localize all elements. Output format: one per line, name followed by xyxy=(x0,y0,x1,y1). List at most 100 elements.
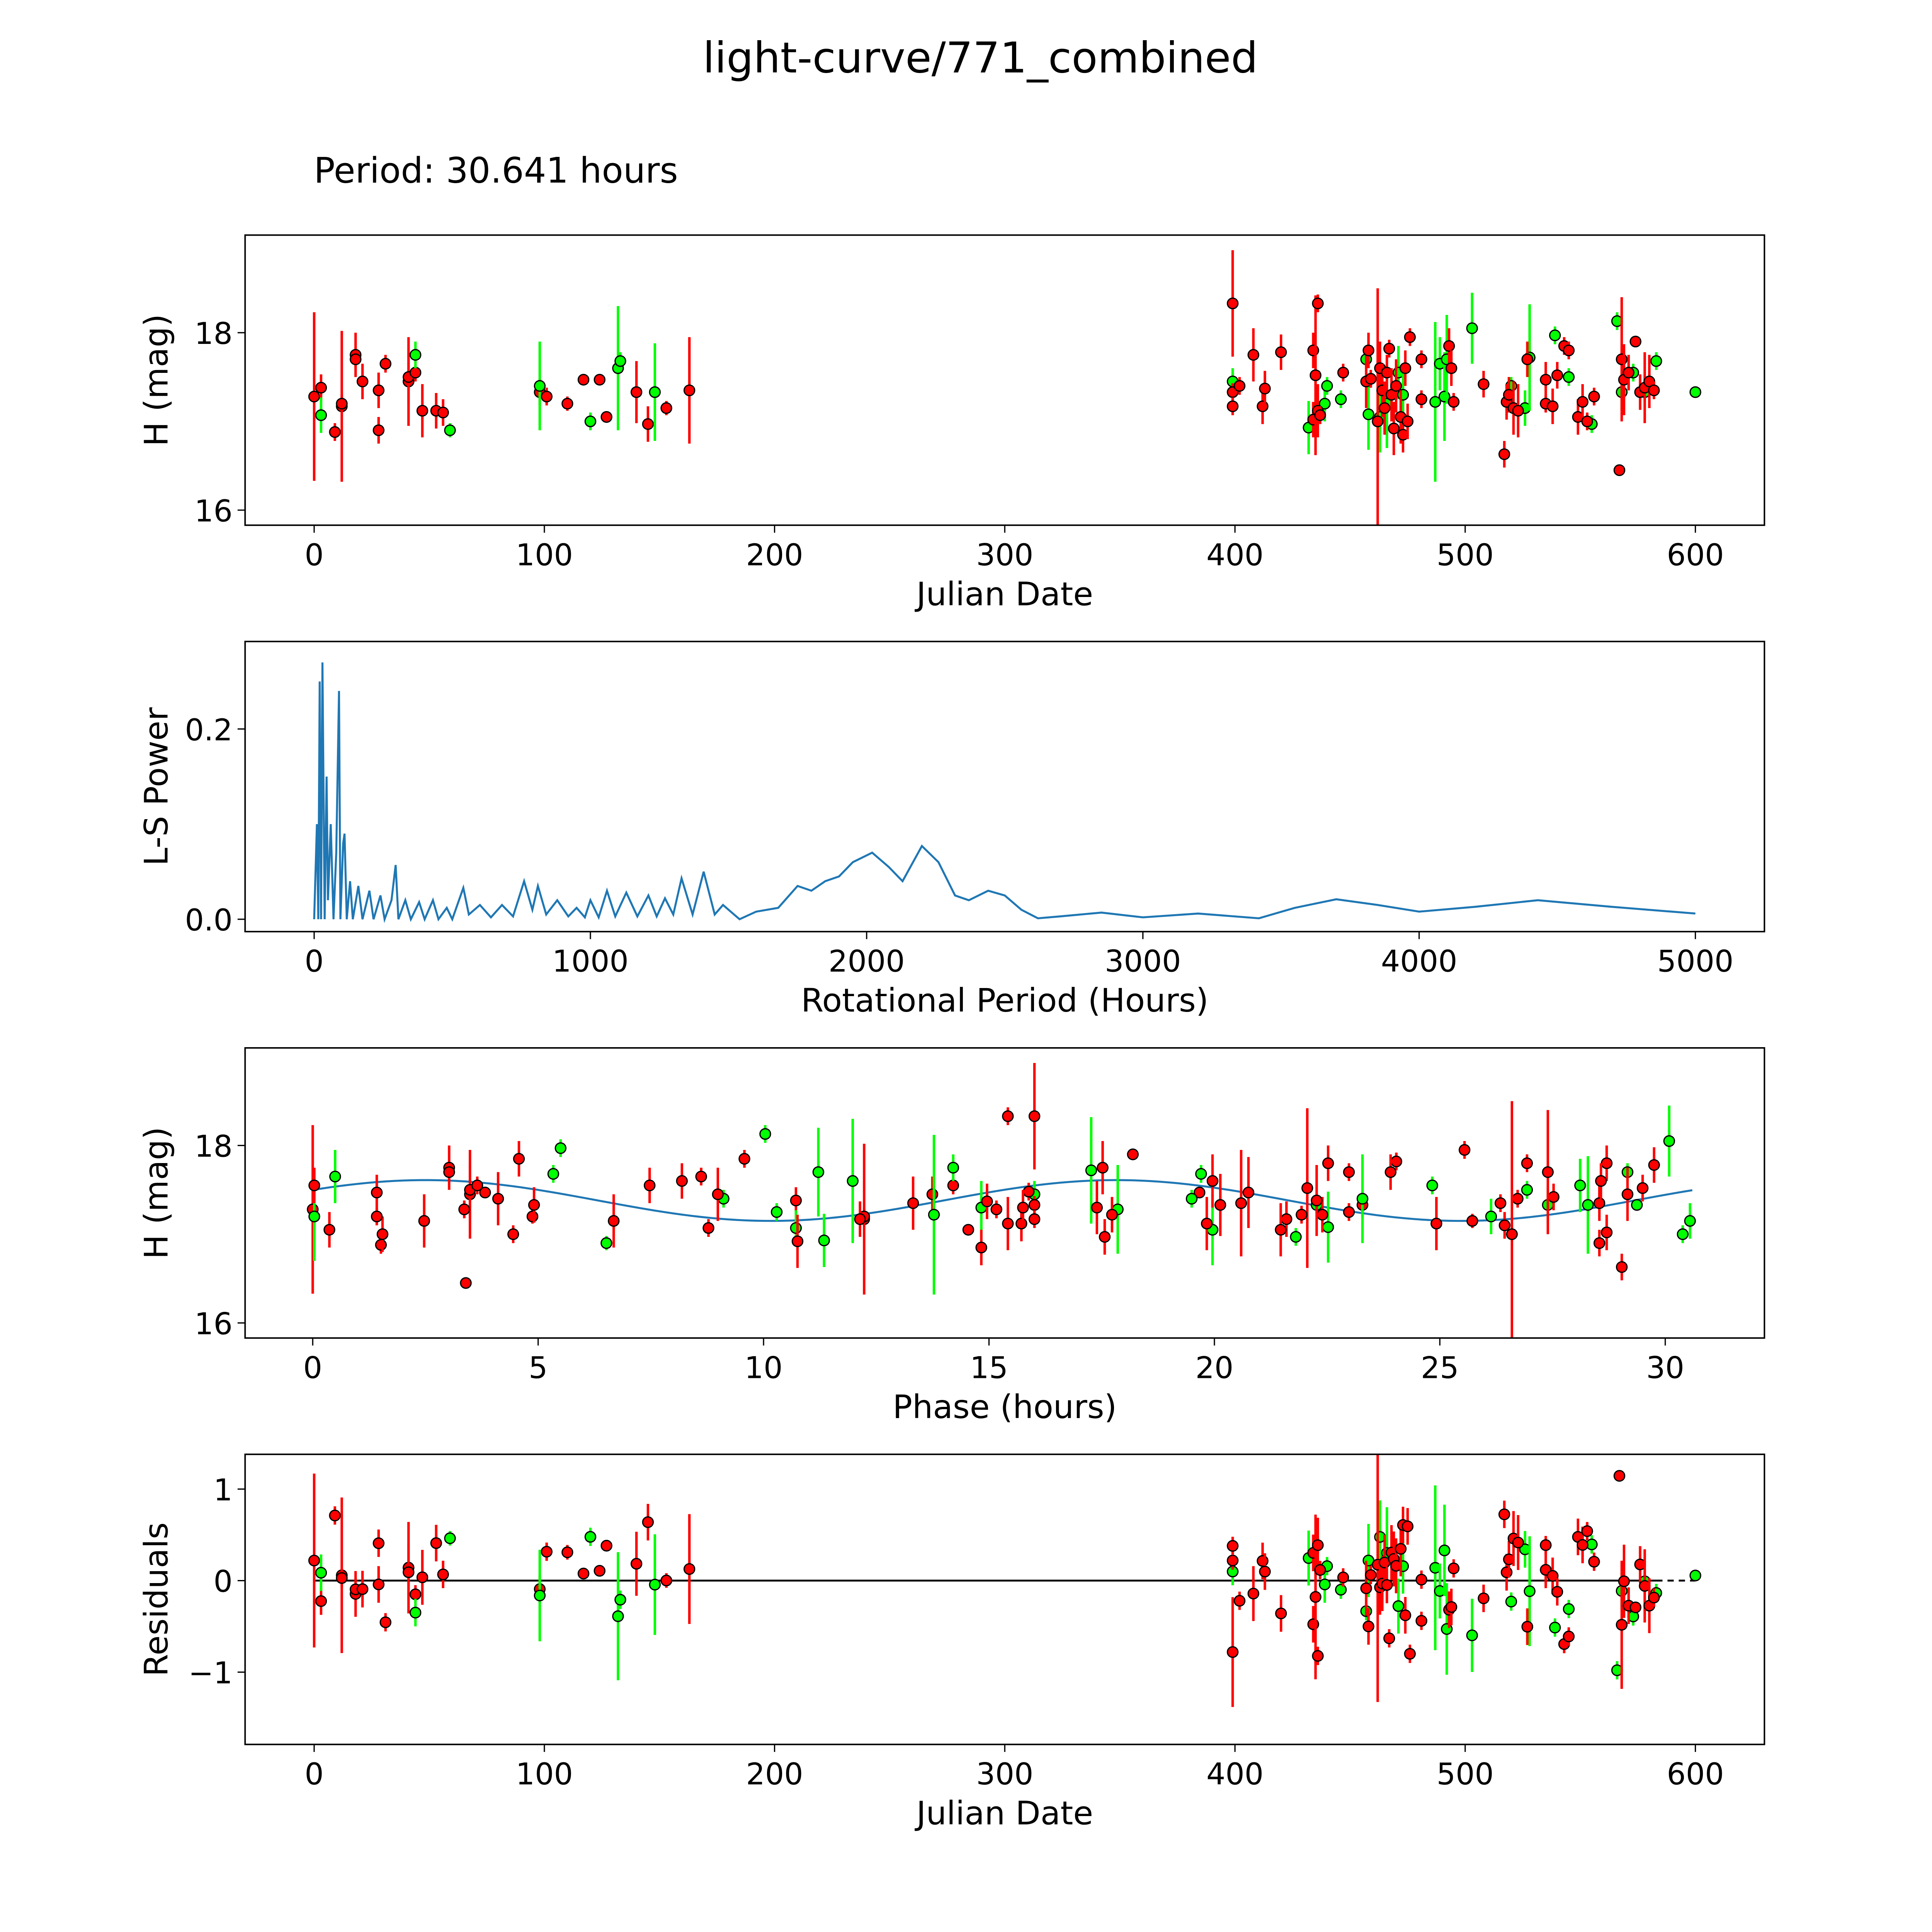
marker xyxy=(1498,1508,1510,1520)
data-point-red xyxy=(416,384,429,437)
marker xyxy=(1401,1520,1414,1532)
marker xyxy=(1447,1562,1460,1575)
data-point-red xyxy=(372,372,385,408)
marker xyxy=(649,1578,661,1591)
data-point-green xyxy=(612,1552,624,1680)
data-point-red xyxy=(1643,355,1655,408)
data-point-red xyxy=(323,1212,335,1248)
data-point-red xyxy=(1415,1570,1427,1589)
data-point-red xyxy=(1548,1184,1560,1211)
x-tick-label: 300 xyxy=(976,538,1033,573)
x-axis-label: Rotational Period (Hours) xyxy=(801,981,1209,1019)
marker xyxy=(1648,1159,1660,1171)
data-point-red xyxy=(1201,1197,1213,1250)
data-point-red xyxy=(1310,295,1321,455)
y-tick-label: 16 xyxy=(194,494,233,529)
marker xyxy=(315,382,327,394)
data-point-green xyxy=(1466,293,1478,364)
data-point-red xyxy=(1521,1608,1533,1645)
marker xyxy=(642,418,654,430)
data-point-red xyxy=(471,1176,483,1194)
data-point-red xyxy=(1028,1063,1041,1170)
marker xyxy=(584,1531,597,1543)
data-point-red xyxy=(1312,1646,1324,1665)
data-point-red xyxy=(1314,1561,1326,1579)
data-point-red xyxy=(437,399,449,426)
marker xyxy=(1321,380,1333,392)
marker xyxy=(541,391,553,403)
x-tick-label: 500 xyxy=(1437,538,1494,573)
marker xyxy=(1401,415,1414,427)
data-point-red xyxy=(329,1506,341,1525)
marker xyxy=(561,1546,573,1558)
data-point-green xyxy=(584,1527,597,1546)
data-point-red xyxy=(1551,362,1563,389)
data-point-red xyxy=(492,1172,504,1226)
marker xyxy=(1404,331,1416,343)
marker xyxy=(409,367,422,379)
marker xyxy=(738,1153,750,1165)
marker xyxy=(308,1211,320,1223)
marker xyxy=(1319,398,1331,410)
marker xyxy=(612,1610,624,1622)
data-point-green xyxy=(649,343,661,441)
data-point-red xyxy=(676,1163,688,1199)
x-tick-label: 2000 xyxy=(828,944,905,979)
data-point-red xyxy=(1512,1515,1524,1570)
x-tick-label: 600 xyxy=(1667,1757,1724,1792)
marker xyxy=(1226,400,1239,412)
marker xyxy=(513,1153,525,1165)
data-point-red xyxy=(356,364,369,400)
data-point-red xyxy=(1365,1566,1377,1584)
marker xyxy=(1512,1536,1524,1549)
data-point-green xyxy=(1392,1578,1405,1634)
marker xyxy=(1365,373,1377,385)
data-point-red xyxy=(683,1514,696,1624)
marker xyxy=(1226,1540,1239,1552)
marker xyxy=(1689,386,1701,398)
data-point-red xyxy=(1337,1568,1349,1587)
data-point-green xyxy=(1185,1190,1198,1208)
data-point-red xyxy=(1588,388,1600,406)
data-point-red xyxy=(1296,1206,1308,1224)
data-point-green xyxy=(1631,1199,1643,1211)
data-point-red xyxy=(1226,397,1239,415)
x-tick-label: 0 xyxy=(303,1350,322,1385)
marker xyxy=(1478,378,1490,390)
panel-lc: 0 100 200 300 400 500 600 16 18 Julian Date H (mag… xyxy=(138,234,1765,613)
data-point-red xyxy=(1343,1163,1355,1181)
marker xyxy=(1307,1618,1319,1630)
data-point-green xyxy=(1485,1199,1497,1235)
marker xyxy=(1296,1209,1308,1221)
marker xyxy=(1588,1556,1600,1568)
marker xyxy=(1335,1584,1347,1596)
data-point-red xyxy=(1648,1588,1660,1607)
y-tick-label: 0 xyxy=(214,1565,233,1599)
marker xyxy=(1235,1197,1247,1209)
data-point-green xyxy=(1505,1592,1517,1611)
data-point-red xyxy=(1127,1148,1139,1160)
marker xyxy=(1677,1228,1689,1240)
marker xyxy=(437,1568,449,1580)
data-point-red xyxy=(1581,1522,1593,1541)
data-point-green xyxy=(1195,1165,1207,1183)
data-point-red xyxy=(683,337,696,444)
data-point-green xyxy=(1466,1599,1478,1672)
marker xyxy=(323,1224,335,1236)
data-point-green xyxy=(770,1203,783,1221)
x-tick-label: 5 xyxy=(529,1350,548,1385)
data-point-red xyxy=(1613,464,1626,476)
data-point-red xyxy=(1512,384,1524,437)
data-point-red xyxy=(1381,1566,1393,1604)
marker xyxy=(1616,353,1628,366)
data-point-red xyxy=(600,1540,612,1552)
data-point-red xyxy=(644,1167,656,1203)
data-point-red xyxy=(1275,1203,1287,1257)
data-point-red xyxy=(660,401,672,415)
x-tick-label: 300 xyxy=(976,1757,1033,1792)
marker xyxy=(1430,1218,1442,1230)
data-point-green xyxy=(1684,1203,1696,1239)
marker xyxy=(1618,1575,1630,1587)
data-point-red xyxy=(1498,441,1510,468)
marker xyxy=(1028,1110,1041,1122)
